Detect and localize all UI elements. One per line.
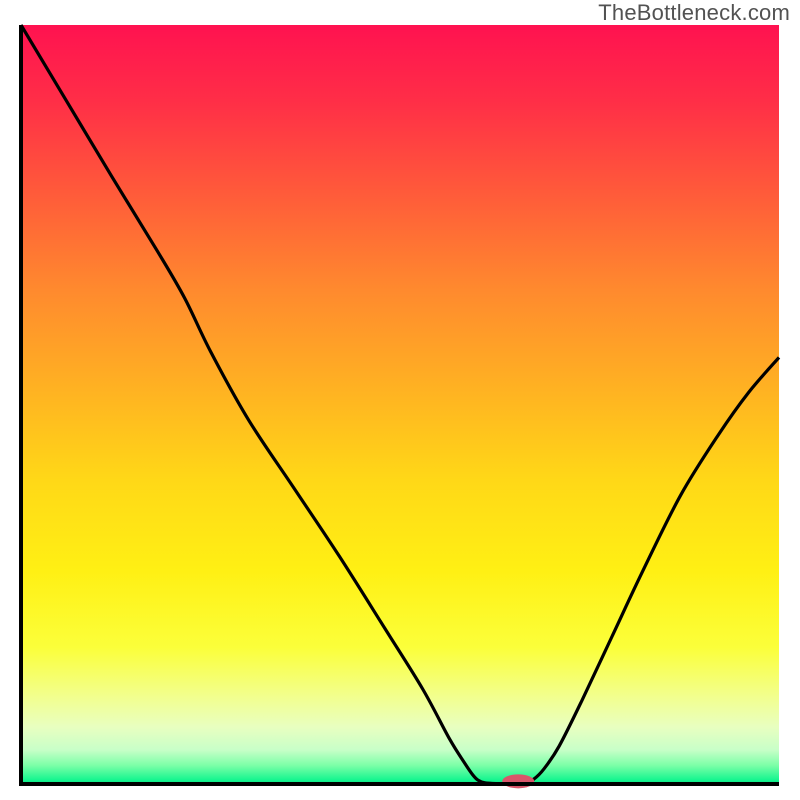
optimal-marker (502, 774, 534, 788)
watermark-text: TheBottleneck.com (598, 0, 790, 26)
chart-container: TheBottleneck.com (0, 0, 800, 800)
chart-gradient-bg (21, 25, 779, 784)
bottleneck-chart (0, 0, 800, 800)
